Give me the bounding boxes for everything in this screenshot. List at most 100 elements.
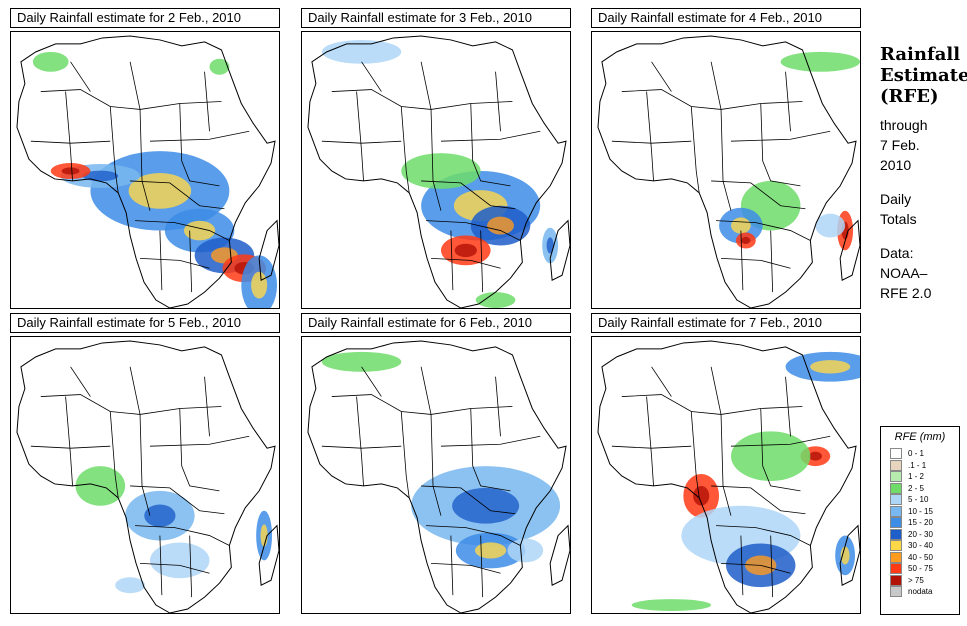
country-border bbox=[204, 71, 210, 132]
country-border bbox=[140, 257, 210, 269]
map-panel-feb-7: Daily Rainfall estimate for 7 Feb., 2010 bbox=[591, 313, 861, 614]
legend-item: .1 - 1 bbox=[890, 459, 959, 472]
country-border bbox=[135, 220, 230, 241]
madagascar-outline bbox=[549, 524, 570, 586]
legend-swatch bbox=[890, 528, 902, 540]
legend-swatch bbox=[890, 459, 902, 471]
rainfall-area bbox=[149, 542, 210, 579]
map-panel-feb-3: Daily Rainfall estimate for 3 Feb., 2010 bbox=[301, 8, 571, 309]
country-border bbox=[480, 535, 484, 598]
country-border bbox=[109, 106, 119, 193]
country-border bbox=[321, 445, 402, 449]
country-border bbox=[611, 140, 692, 144]
rainfall-core bbox=[840, 546, 850, 565]
country-border bbox=[130, 485, 225, 515]
country-border bbox=[426, 220, 521, 241]
legend-swatch bbox=[890, 471, 902, 483]
data-source-line: RFE 2.0 bbox=[880, 285, 932, 301]
rainfall-map bbox=[10, 336, 280, 614]
rainfall-core bbox=[693, 486, 710, 506]
country-border bbox=[621, 89, 803, 110]
data-source-line: NOAA– bbox=[880, 265, 928, 281]
rainfall-area bbox=[815, 213, 846, 238]
panel-title: Daily Rainfall estimate for 4 Feb., 2010 bbox=[591, 8, 861, 28]
side-title-line: Estimate bbox=[880, 65, 967, 86]
country-border bbox=[420, 61, 432, 110]
africa-landmass bbox=[597, 35, 857, 308]
madagascar-outline bbox=[549, 219, 570, 281]
coastline bbox=[16, 35, 276, 308]
country-border bbox=[40, 89, 222, 110]
country-border bbox=[179, 408, 220, 492]
legend-item: nodata bbox=[890, 586, 959, 598]
country-border bbox=[470, 408, 511, 492]
rainfall-core bbox=[808, 451, 823, 461]
legend-item: 10 - 15 bbox=[890, 505, 959, 518]
country-border bbox=[139, 414, 151, 516]
side-description: Rainfall Estimate (RFE) through 7 Feb. 2… bbox=[880, 44, 967, 303]
rainfall-core bbox=[82, 170, 119, 182]
rainfall-core bbox=[810, 360, 851, 374]
legend-swatch bbox=[890, 586, 902, 598]
country-border bbox=[65, 396, 73, 486]
country-border bbox=[710, 366, 722, 415]
country-border bbox=[711, 180, 806, 210]
legend-swatch bbox=[890, 482, 902, 494]
legend-swatch bbox=[890, 448, 902, 460]
country-border bbox=[770, 230, 774, 293]
madagascar-outline bbox=[839, 524, 860, 586]
country-border bbox=[720, 414, 732, 516]
rainfall-map bbox=[10, 31, 280, 309]
country-border bbox=[420, 366, 432, 415]
country-border bbox=[204, 376, 210, 437]
through-line: 7 Feb. bbox=[880, 137, 920, 153]
country-border bbox=[140, 562, 210, 574]
rainfall-area bbox=[780, 51, 860, 72]
country-border bbox=[129, 61, 141, 110]
country-border bbox=[109, 411, 119, 498]
country-border bbox=[730, 435, 831, 447]
rainfall-core bbox=[546, 237, 554, 254]
legend-label: 2 - 5 bbox=[908, 483, 925, 493]
country-border bbox=[431, 257, 501, 269]
legend-item: 15 - 20 bbox=[890, 517, 959, 529]
rainfall-area bbox=[32, 51, 69, 72]
country-border bbox=[651, 366, 672, 397]
country-border bbox=[785, 71, 791, 132]
country-border bbox=[179, 103, 220, 187]
map-panel-feb-2: Daily Rainfall estimate for 2 Feb., 2010 bbox=[10, 8, 280, 309]
panel-title: Daily Rainfall estimate for 3 Feb., 2010 bbox=[301, 8, 571, 28]
rainfall-map bbox=[591, 336, 861, 614]
rainfall-area bbox=[401, 153, 481, 189]
country-border bbox=[321, 140, 402, 144]
country-border bbox=[740, 230, 744, 291]
rainfall-area bbox=[631, 599, 712, 612]
data-source-line: Data: bbox=[880, 245, 914, 261]
rainfall-area bbox=[730, 431, 811, 481]
country-border bbox=[356, 91, 364, 181]
madagascar-outline bbox=[258, 524, 279, 586]
legend-label: 0 - 1 bbox=[908, 449, 925, 459]
country-border bbox=[495, 376, 501, 437]
country-border bbox=[421, 180, 516, 210]
rainfall-area bbox=[475, 292, 516, 308]
legend-label: 15 - 20 bbox=[908, 518, 933, 528]
country-border bbox=[740, 535, 744, 596]
country-border bbox=[611, 445, 692, 449]
country-border bbox=[421, 485, 516, 515]
legend-item: 2 - 5 bbox=[890, 482, 959, 495]
country-border bbox=[716, 220, 811, 241]
rainfall-core bbox=[452, 487, 520, 524]
legend-swatch bbox=[890, 517, 902, 529]
coastline bbox=[597, 340, 857, 613]
legend-item: 30 - 40 bbox=[890, 540, 959, 552]
totals-line: Daily bbox=[880, 191, 912, 207]
country-border bbox=[426, 525, 521, 546]
legend-item: 0 - 1 bbox=[890, 448, 959, 460]
country-border bbox=[430, 109, 442, 211]
country-border bbox=[30, 140, 111, 144]
legend-label: 30 - 40 bbox=[908, 541, 933, 551]
country-border bbox=[189, 230, 193, 293]
country-border bbox=[331, 394, 513, 415]
